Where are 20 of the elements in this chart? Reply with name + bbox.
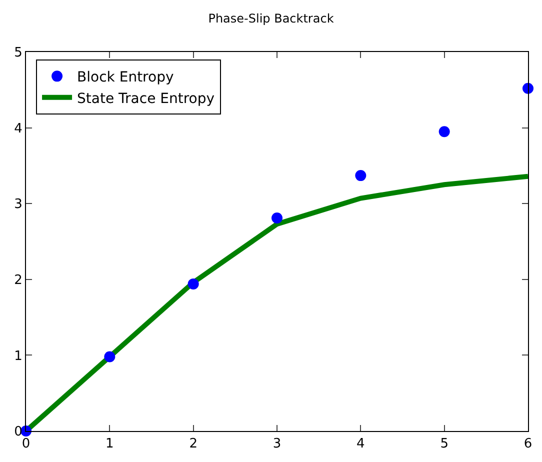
y-tick-label: 2: [14, 272, 22, 288]
point: [104, 351, 116, 362]
chart-title: Phase-Slip Backtrack: [208, 11, 334, 26]
y-tick-label: 3: [14, 197, 22, 212]
point: [355, 170, 366, 182]
point: [188, 278, 199, 290]
x-tick-label: 1: [106, 436, 114, 452]
legend-label: State Trace Entropy: [77, 90, 215, 107]
point: [438, 126, 450, 138]
x-tick-label: 2: [189, 436, 198, 452]
x-tick-label: 4: [356, 436, 365, 452]
x-tick-label: 5: [440, 436, 448, 452]
y-tick-label: 4: [14, 121, 22, 136]
y-tick-label: 0: [14, 424, 22, 440]
x-tick-label: 3: [272, 436, 282, 452]
x-tick-label: 6: [524, 436, 532, 452]
legend-label: Block Entropy: [77, 70, 174, 86]
y-tick-label: 5: [14, 46, 22, 61]
y-tick-label: 1: [14, 348, 22, 364]
point: [272, 212, 282, 224]
